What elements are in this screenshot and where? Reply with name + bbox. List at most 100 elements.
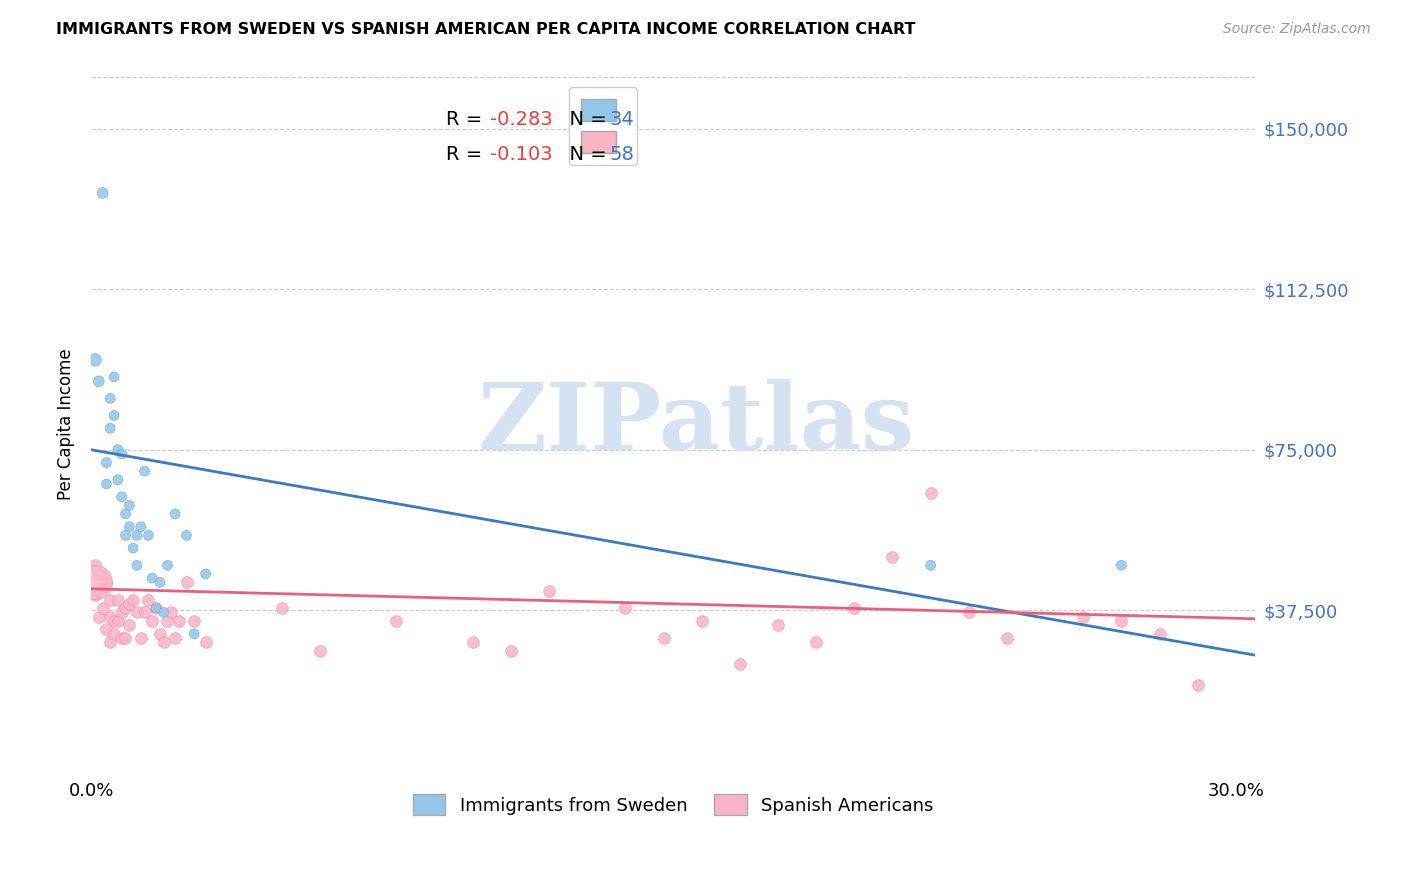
- Point: [690, 614, 713, 628]
- Point: [271, 601, 294, 615]
- Point: [84, 352, 107, 367]
- Point: [96, 456, 118, 470]
- Point: [118, 597, 141, 611]
- Point: [84, 575, 107, 590]
- Point: [118, 520, 141, 534]
- Point: [98, 392, 121, 406]
- Point: [1111, 558, 1133, 573]
- Point: [98, 609, 121, 624]
- Y-axis label: Per Capita Income: Per Capita Income: [58, 348, 75, 500]
- Point: [995, 631, 1018, 645]
- Point: [134, 605, 156, 619]
- Point: [766, 618, 789, 632]
- Text: -0.283: -0.283: [491, 111, 553, 129]
- Point: [165, 507, 187, 521]
- Point: [87, 566, 110, 581]
- Point: [84, 558, 107, 573]
- Point: [176, 575, 198, 590]
- Point: [98, 592, 121, 607]
- Point: [149, 575, 172, 590]
- Point: [98, 421, 121, 435]
- Point: [145, 601, 167, 615]
- Text: 58: 58: [609, 145, 634, 164]
- Point: [96, 477, 118, 491]
- Point: [103, 370, 125, 384]
- Point: [141, 571, 163, 585]
- Text: Source: ZipAtlas.com: Source: ZipAtlas.com: [1223, 22, 1371, 37]
- Point: [156, 558, 179, 573]
- Point: [111, 631, 134, 645]
- Text: -0.103: -0.103: [491, 145, 553, 164]
- Point: [96, 575, 118, 590]
- Point: [183, 626, 205, 640]
- Point: [920, 485, 942, 500]
- Point: [122, 541, 145, 556]
- Point: [125, 528, 148, 542]
- Point: [107, 473, 129, 487]
- Point: [114, 507, 136, 521]
- Point: [129, 631, 152, 645]
- Point: [1149, 626, 1171, 640]
- Point: [614, 601, 637, 615]
- Point: [134, 464, 156, 478]
- Text: IMMIGRANTS FROM SWEDEN VS SPANISH AMERICAN PER CAPITA INCOME CORRELATION CHART: IMMIGRANTS FROM SWEDEN VS SPANISH AMERIC…: [56, 22, 915, 37]
- Point: [91, 580, 114, 594]
- Point: [1071, 609, 1094, 624]
- Point: [1111, 614, 1133, 628]
- Point: [309, 644, 332, 658]
- Point: [125, 605, 148, 619]
- Point: [98, 635, 121, 649]
- Text: ZIPatlas: ZIPatlas: [478, 379, 915, 469]
- Point: [152, 605, 174, 619]
- Point: [91, 186, 114, 200]
- Point: [882, 549, 904, 564]
- Point: [96, 623, 118, 637]
- Point: [114, 528, 136, 542]
- Point: [804, 635, 827, 649]
- Point: [183, 614, 205, 628]
- Point: [107, 592, 129, 607]
- Point: [138, 528, 160, 542]
- Point: [103, 614, 125, 628]
- Point: [87, 609, 110, 624]
- Point: [111, 447, 134, 461]
- Point: [499, 644, 522, 658]
- Point: [91, 601, 114, 615]
- Point: [129, 520, 152, 534]
- Text: 34: 34: [609, 111, 634, 129]
- Point: [122, 592, 145, 607]
- Point: [165, 631, 187, 645]
- Point: [107, 442, 129, 457]
- Point: [538, 584, 561, 599]
- Point: [87, 374, 110, 388]
- Point: [103, 409, 125, 423]
- Point: [194, 566, 217, 581]
- Point: [167, 614, 190, 628]
- Point: [138, 592, 160, 607]
- Point: [176, 528, 198, 542]
- Point: [114, 631, 136, 645]
- Text: N =: N =: [557, 111, 613, 129]
- Point: [461, 635, 484, 649]
- Point: [160, 605, 183, 619]
- Point: [114, 601, 136, 615]
- Point: [957, 605, 980, 619]
- Point: [1187, 678, 1209, 692]
- Point: [125, 558, 148, 573]
- Point: [652, 631, 675, 645]
- Point: [385, 614, 408, 628]
- Point: [728, 657, 751, 671]
- Text: R =: R =: [446, 111, 489, 129]
- Point: [107, 614, 129, 628]
- Point: [152, 635, 174, 649]
- Point: [149, 626, 172, 640]
- Text: R =: R =: [446, 145, 489, 164]
- Point: [103, 626, 125, 640]
- Point: [844, 601, 866, 615]
- Point: [111, 605, 134, 619]
- Point: [118, 618, 141, 632]
- Point: [118, 499, 141, 513]
- Point: [84, 588, 107, 602]
- Point: [141, 614, 163, 628]
- Point: [156, 614, 179, 628]
